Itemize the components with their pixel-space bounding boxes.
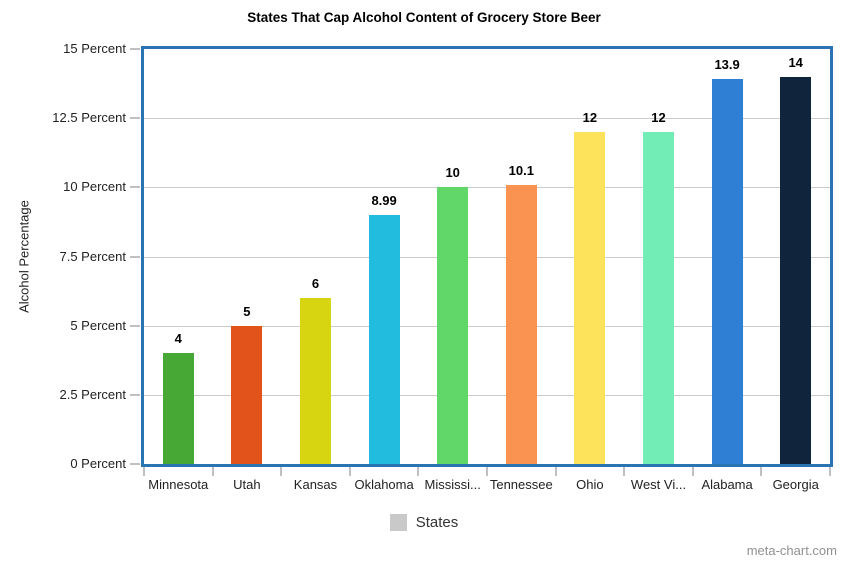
y-axis-tick-label: 10 Percent xyxy=(63,179,126,195)
gridline xyxy=(144,325,830,327)
gridline xyxy=(144,187,830,189)
x-axis-label-ohio: Ohio xyxy=(576,477,604,492)
x-axis-label-oklahoma: Oklahoma xyxy=(354,477,414,492)
bar-oklahoma xyxy=(368,215,400,464)
x-axis-tick xyxy=(691,467,694,476)
y-axis-tick xyxy=(130,324,140,327)
x-axis-label-west-virginia: West Vi... xyxy=(630,477,687,492)
bar-ohio xyxy=(574,132,606,464)
bar-value-label: 10.1 xyxy=(508,162,534,178)
watermark: meta-chart.com xyxy=(746,543,837,558)
x-axis-tick xyxy=(554,467,557,476)
gridline xyxy=(144,394,830,396)
legend: States xyxy=(0,514,848,531)
bar-value-label: 12 xyxy=(651,110,666,125)
bar-minnesota xyxy=(162,353,194,464)
x-axis-tick xyxy=(486,467,488,476)
y-axis-tick-label: 12.5 Percent xyxy=(52,110,126,126)
y-axis-tick xyxy=(130,117,140,120)
y-axis-tick-label: 0 Percent xyxy=(70,456,126,471)
y-axis-tick xyxy=(130,186,140,189)
bar-alabama xyxy=(711,79,743,464)
y-axis-tick xyxy=(130,463,140,465)
bar-value-label: 6 xyxy=(311,276,320,291)
y-axis-tick xyxy=(130,48,140,50)
bar-value-label: 5 xyxy=(243,303,251,319)
x-axis-label-georgia: Georgia xyxy=(772,477,819,492)
bar-value-label: 13.9 xyxy=(714,57,740,73)
x-axis-tick xyxy=(280,467,283,476)
y-axis-tick-label: 15 Percent xyxy=(63,41,126,56)
x-axis-tick xyxy=(417,467,420,476)
legend-label: States xyxy=(415,514,459,531)
bar-utah xyxy=(231,325,263,464)
bar-west-virginia xyxy=(643,132,674,464)
x-axis-label-tennessee: Tennessee xyxy=(489,477,553,492)
y-axis-tick xyxy=(130,255,140,258)
x-axis-tick xyxy=(760,467,763,476)
x-axis-label-kansas: Kansas xyxy=(293,477,338,492)
y-axis-tick-label: 5 Percent xyxy=(70,317,126,333)
y-axis-tick xyxy=(130,393,140,396)
gridline xyxy=(144,118,830,120)
bar-value-label: 14 xyxy=(788,54,803,70)
legend-swatch xyxy=(389,514,407,531)
bar-value-label: 8.99 xyxy=(371,193,397,209)
gridline xyxy=(144,256,830,258)
x-axis-label-mississippi: Mississi... xyxy=(424,477,481,492)
plot-area: 4 5 6 8.99 10 10.1 12 12 13.9 14 xyxy=(141,46,833,467)
chart-title: States That Cap Alcohol Content of Groce… xyxy=(247,10,601,25)
x-axis-tick xyxy=(348,467,351,476)
bar-kansas xyxy=(300,298,331,464)
bar-mississippi xyxy=(437,187,469,464)
bar-tennessee xyxy=(505,184,537,464)
y-axis-tick-label: 2.5 Percent xyxy=(59,386,127,402)
x-axis-label-alabama: Alabama xyxy=(701,477,753,492)
x-axis-tick xyxy=(211,467,214,476)
bar-value-label: 12 xyxy=(582,110,598,125)
x-axis-tick xyxy=(623,467,626,476)
x-axis-label-minnesota: Minnesota xyxy=(148,477,209,492)
y-axis-tick-label: 7.5 Percent xyxy=(59,248,127,264)
bar-value-label: 10 xyxy=(445,165,460,181)
bar-value-label: 4 xyxy=(174,331,182,347)
bar-georgia xyxy=(780,76,812,464)
x-axis-tick xyxy=(829,467,831,476)
x-axis-tick xyxy=(143,467,145,476)
x-axis-label-utah: Utah xyxy=(233,477,261,492)
